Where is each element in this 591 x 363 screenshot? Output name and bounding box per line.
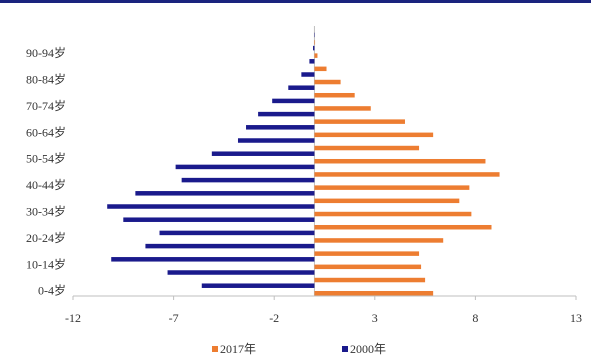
bar-2017 <box>314 92 355 98</box>
bar-2000 <box>301 72 315 77</box>
x-tick-label: 8 <box>472 311 478 325</box>
bar-2000 <box>111 257 315 262</box>
bar-2017 <box>314 198 460 204</box>
bar-2000 <box>272 98 315 104</box>
bar-2017 <box>314 224 492 230</box>
bar-2000 <box>167 270 315 275</box>
y-tick-label: 30-34岁 <box>26 204 66 219</box>
bar-2017 <box>314 277 426 283</box>
legend-swatch-2000 <box>342 345 348 352</box>
legend-label-2017: 2017年 <box>220 342 257 356</box>
bar-2000 <box>135 191 315 196</box>
bar-2017 <box>314 119 405 124</box>
bar-2017 <box>314 238 444 243</box>
bar-2017 <box>314 251 420 256</box>
bar-2017 <box>314 53 318 58</box>
y-tick-label: 80-84岁 <box>26 72 66 87</box>
bar-2000 <box>145 243 315 249</box>
bar-2000 <box>258 111 315 117</box>
x-tick-label: -12 <box>65 311 81 325</box>
bar-2017 <box>314 66 327 72</box>
legend-swatch-2017 <box>212 345 218 352</box>
legend-item-2000: 2000年 <box>342 340 386 357</box>
bar-2000 <box>246 125 315 130</box>
bar-2000 <box>159 230 315 236</box>
legend-label-2000: 2000年 <box>350 342 387 356</box>
x-tick-label: 3 <box>372 311 378 325</box>
bar-2000 <box>211 151 315 156</box>
legend: 2017年 2000年 <box>0 340 591 360</box>
bar-2017 <box>314 290 434 296</box>
y-tick-label: 60-64岁 <box>26 124 66 139</box>
y-tick-label: 10-14岁 <box>26 256 66 271</box>
bar-2017 <box>314 185 470 190</box>
header-rule <box>0 0 591 3</box>
bar-2017 <box>314 40 316 45</box>
bar-2000 <box>309 59 315 64</box>
x-tick-label: 13 <box>570 311 582 325</box>
bar-2017 <box>314 172 500 177</box>
bar-2000 <box>123 217 315 222</box>
bar-2000 <box>175 164 315 170</box>
bar-2000 <box>288 85 315 90</box>
y-tick-label: 50-54岁 <box>26 151 66 166</box>
x-tick-label: -2 <box>269 311 279 325</box>
bar-2017 <box>314 79 341 85</box>
bar-2000 <box>181 177 315 183</box>
bar-2000 <box>107 204 315 209</box>
bar-2017 <box>314 211 472 217</box>
bar-2017 <box>314 145 420 151</box>
bar-2000 <box>201 283 315 288</box>
y-tick-label: 90-94岁 <box>26 45 66 60</box>
legend-item-2017: 2017年 <box>212 340 256 357</box>
y-tick-label: 0-4岁 <box>38 283 66 298</box>
bar-2017 <box>314 158 486 164</box>
x-tick-label: -7 <box>169 311 179 325</box>
bar-2017 <box>314 132 434 138</box>
bar-2000 <box>313 45 315 51</box>
bar-2017 <box>314 264 422 270</box>
y-tick-label: 70-74岁 <box>26 98 66 113</box>
bar-2017 <box>314 106 371 111</box>
y-tick-label: 40-44岁 <box>26 177 66 192</box>
bar-2000 <box>237 138 315 143</box>
y-tick-label: 20-24岁 <box>26 230 66 245</box>
